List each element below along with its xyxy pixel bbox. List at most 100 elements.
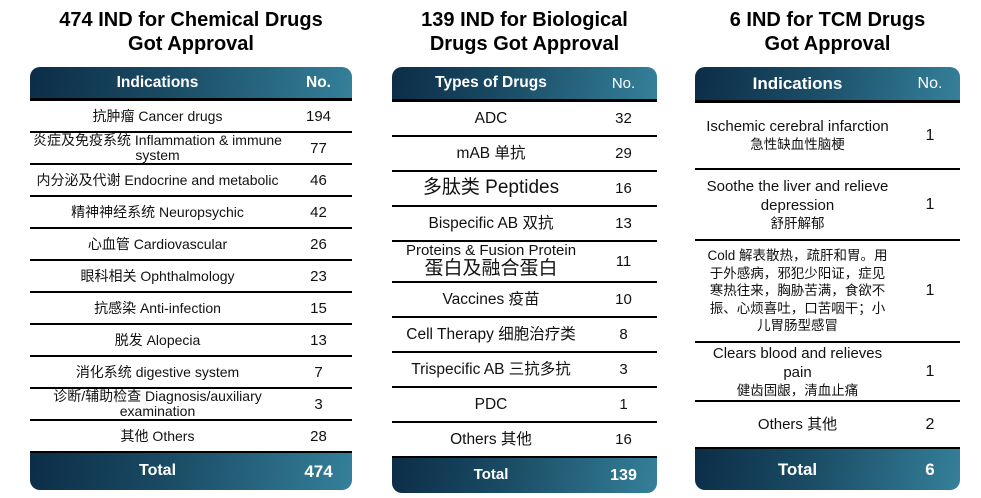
row-value: 2: [925, 415, 935, 433]
row-value: 42: [310, 203, 327, 221]
total-value: 6: [925, 459, 935, 479]
table-row: Soothe the liver and relieve depression …: [695, 170, 960, 241]
types-of-drugs-header: Types of Drugs: [435, 74, 547, 91]
table-row: 消化系统 digestive system 7: [30, 357, 352, 389]
row-value: 16: [615, 431, 632, 448]
row-label: ADC: [474, 109, 508, 127]
row-label: Others 其他: [450, 430, 532, 448]
row-label: Cold 解表散热，疏肝和胃。用于外感病，邪犯少阳证，症见寒热往来，胸胁苦满，食…: [707, 248, 888, 334]
row-value: 1: [925, 126, 935, 144]
row-label: Vaccines 疫苗: [442, 290, 540, 308]
row-label: PDC: [474, 395, 508, 413]
table-row: Ischemic cerebral infarction 急性缺血性脑梗 1: [695, 103, 960, 170]
row-value: 11: [615, 253, 632, 270]
table-row: Cell Therapy 细胞治疗类 8: [392, 318, 657, 353]
row-label: 其他 Others: [120, 427, 195, 444]
row-value: 16: [615, 180, 632, 197]
total-label: Total: [138, 462, 177, 480]
row-label-chinese: 健齿固龈，清血止痛: [736, 383, 859, 399]
indications-header: Indications: [752, 73, 843, 93]
row-value: 26: [310, 235, 327, 253]
tcm-table-title: 6 IND for TCM Drugs Got Approval: [695, 8, 960, 56]
no-header: No.: [917, 74, 943, 92]
row-label-english: Clears blood and relieves pain: [712, 344, 883, 381]
total-value: 474: [304, 461, 333, 481]
no-header: No.: [611, 74, 636, 92]
row-label: 内分泌及代谢 Endocrine and metabolic: [36, 171, 279, 188]
row-value: 3: [619, 361, 628, 378]
total-label: Total: [473, 466, 509, 484]
row-label: Clears blood and relieves pain 健齿固龈，清血止痛: [695, 343, 900, 400]
table-row: 脱发 Alopecia 13: [30, 325, 352, 357]
row-label: 脱发 Alopecia: [114, 331, 201, 348]
table-row: Bispecific AB 双抗 13: [392, 207, 657, 242]
row-value: 13: [615, 215, 632, 232]
table-row: 精神神经系统 Neuropsychic 42: [30, 197, 352, 229]
row-label-chinese: 急性缺血性脑梗: [750, 137, 845, 153]
table-row: Others 其他 16: [392, 423, 657, 458]
table-header: Indications No.: [30, 67, 352, 101]
row-value: 194: [305, 107, 332, 125]
row-value: 23: [310, 267, 327, 285]
title-line2: Got Approval: [128, 33, 254, 55]
biological-drugs-table: 139 IND for Biological Drugs Got Approva…: [392, 8, 657, 493]
row-value: 15: [310, 299, 327, 317]
table-row: ADC 32: [392, 102, 657, 137]
table-row: 抗肿瘤 Cancer drugs 194: [30, 101, 352, 133]
row-value: 32: [615, 110, 632, 127]
table-row: Clears blood and relieves pain 健齿固龈，清血止痛…: [695, 343, 960, 402]
row-label: Others 其他: [757, 415, 838, 433]
table-row: Vaccines 疫苗 10: [392, 283, 657, 318]
row-label: Ischemic cerebral infarction 急性缺血性脑梗: [695, 103, 900, 168]
total-row: Total 139: [392, 458, 657, 493]
row-label-english: Soothe the liver and relieve depression: [706, 177, 889, 214]
table-row: Proteins & Fusion Protein 蛋白及融合蛋白 11: [392, 242, 657, 283]
table-row: 心血管 Cardiovascular 26: [30, 229, 352, 261]
indications-header: Indications: [116, 73, 199, 91]
row-value: 77: [310, 139, 327, 157]
row-value: 1: [925, 362, 935, 380]
table-row: 其他 Others 28: [30, 421, 352, 453]
row-label: 心血管 Cardiovascular: [87, 235, 228, 252]
row-label: Proteins & Fusion Protein 蛋白及融合蛋白: [392, 242, 590, 281]
row-value: 3: [314, 395, 323, 413]
row-label: 炎症及免疫系统 Inflammation & immune system: [33, 132, 282, 163]
row-value: 7: [314, 363, 323, 381]
row-label: 精神神经系统 Neuropsychic: [71, 203, 244, 220]
chemical-table-title: 474 IND for Chemical Drugs Got Approval: [30, 8, 352, 56]
row-label-chinese: 舒肝解郁: [770, 216, 825, 232]
row-value: 28: [310, 427, 327, 445]
row-label: mAB 单抗: [456, 144, 526, 162]
row-label: 消化系统 digestive system: [75, 363, 240, 380]
table-row: 多肽类 Peptides 16: [392, 172, 657, 207]
table-row: Trispecific AB 三抗多抗 3: [392, 353, 657, 388]
table-row: 内分泌及代谢 Endocrine and metabolic 46: [30, 165, 352, 197]
row-value: 1: [619, 396, 628, 413]
biological-table-title: 139 IND for Biological Drugs Got Approva…: [392, 8, 657, 56]
table-row: 诊断/辅助检查 Diagnosis/auxiliary examination …: [30, 389, 352, 421]
title-line1: 474 IND for Chemical Drugs: [59, 9, 323, 31]
table-row: 抗感染 Anti-infection 15: [30, 293, 352, 325]
row-value: 29: [615, 145, 632, 162]
row-label-chinese: 蛋白及融合蛋白: [424, 258, 558, 280]
table-row: Others 其他 2: [695, 402, 960, 449]
row-label: Trispecific AB 三抗多抗: [411, 360, 571, 378]
title-line1: 6 IND for TCM Drugs: [729, 9, 926, 31]
total-label: Total: [777, 459, 818, 479]
total-row: Total 474: [30, 453, 352, 490]
table-row: 眼科相关 Ophthalmology 23: [30, 261, 352, 293]
row-value: 46: [310, 171, 327, 189]
row-value: 13: [310, 331, 327, 349]
total-value: 139: [610, 466, 637, 484]
table-row: mAB 单抗 29: [392, 137, 657, 172]
row-label: 诊断/辅助检查 Diagnosis/auxiliary examination: [53, 388, 262, 419]
chemical-drugs-table: 474 IND for Chemical Drugs Got Approval …: [30, 8, 352, 490]
table-header: Indications No.: [695, 67, 960, 103]
row-label: 抗感染 Anti-infection: [94, 299, 221, 316]
row-value: 10: [615, 291, 632, 308]
title-line2: Drugs Got Approval: [429, 33, 620, 55]
row-label-english: Proteins & Fusion Protein: [405, 241, 577, 259]
row-label: 抗肿瘤 Cancer drugs: [92, 107, 223, 124]
title-line1: 139 IND for Biological: [421, 9, 628, 31]
